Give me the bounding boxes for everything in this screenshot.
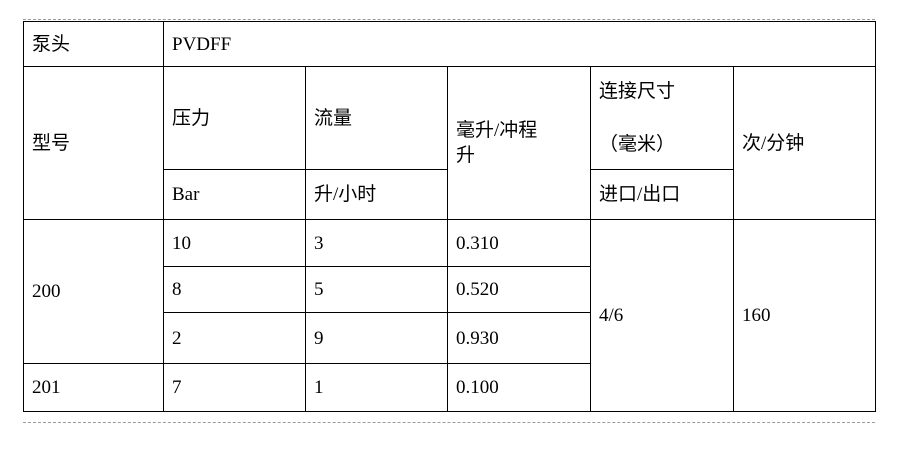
table-row: Bar 升/小时 进口/出口 bbox=[24, 169, 876, 220]
cell-pressure-value-2: 8 bbox=[163, 266, 306, 313]
table-row: 200 10 3 0.310 4/6 160 bbox=[23, 219, 877, 412]
cell-ml-per-stroke-header: 毫升/冲程 升 bbox=[447, 66, 591, 220]
cell-strokes-value: 160 bbox=[732, 219, 877, 412]
table-row: 8 5 0.520 bbox=[24, 266, 876, 313]
connection-line2: （毫米） bbox=[599, 134, 676, 155]
cell-pressure-header: 压力 bbox=[163, 66, 306, 170]
cell-connection-header: 连接尺寸 （毫米） bbox=[590, 66, 734, 170]
table-row: 201 7 1 0.100 bbox=[23, 363, 876, 412]
connection-line1: 连接尺寸 bbox=[599, 81, 676, 102]
cell-model-200: 200 bbox=[23, 219, 164, 364]
page-boundary-dashed-line-top bbox=[23, 19, 875, 20]
cell-ml-value-4: 0.100 bbox=[447, 363, 591, 412]
cell-pump-head-value: PVDFF bbox=[162, 21, 877, 67]
cell-ml-value-3: 0.930 bbox=[447, 312, 591, 364]
cell-pressure-value-3: 2 bbox=[163, 312, 306, 364]
cell-flow-value-2: 5 bbox=[305, 266, 448, 313]
ml-per-stroke-line1: 毫升/冲程 bbox=[456, 120, 538, 141]
table-row: 型号 压力 流量 毫升/冲程 升 连接尺寸 （毫米） 次/分钟 bbox=[23, 66, 877, 220]
cell-connection-value: 4/6 bbox=[590, 219, 734, 412]
table-row: 泵头 PVDFF bbox=[23, 21, 877, 67]
cell-model-header: 型号 bbox=[23, 66, 164, 220]
cell-flow-value-4: 1 bbox=[305, 363, 448, 412]
cell-flow-value-1: 3 bbox=[305, 219, 448, 267]
cell-flow-header: 流量 bbox=[305, 66, 448, 170]
cell-pressure-value-1: 10 bbox=[163, 219, 306, 267]
cell-pump-head-label: 泵头 bbox=[23, 21, 164, 67]
pump-spec-table: 泵头 PVDFF 型号 压力 流量 毫升/冲程 升 连接尺寸 （毫米） 次/分钟… bbox=[23, 21, 877, 412]
cell-strokes-header: 次/分钟 bbox=[732, 66, 877, 220]
ml-per-stroke-line2: 升 bbox=[456, 145, 476, 166]
cell-pressure-value-4: 7 bbox=[163, 363, 306, 412]
cell-ml-value-2: 0.520 bbox=[447, 266, 591, 313]
cell-flow-unit: 升/小时 bbox=[305, 169, 448, 220]
cell-flow-value-3: 9 bbox=[305, 312, 448, 364]
cell-pressure-unit: Bar bbox=[163, 169, 306, 220]
cell-connection-sub-header: 进口/出口 bbox=[590, 169, 734, 220]
cell-ml-value-1: 0.310 bbox=[447, 219, 591, 267]
cell-model-201: 201 bbox=[23, 363, 164, 412]
page-boundary-dashed-line-bottom bbox=[23, 422, 875, 423]
